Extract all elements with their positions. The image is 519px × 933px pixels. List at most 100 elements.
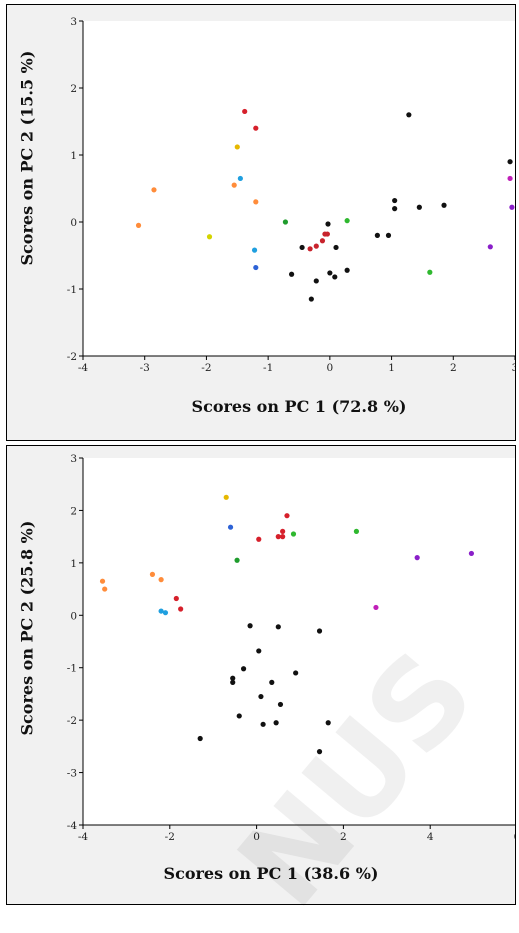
bottom-y-tick-label: 1 — [70, 558, 77, 570]
top-data-point — [253, 125, 259, 131]
top-data-point — [308, 296, 314, 302]
top-data-point — [325, 221, 331, 227]
bottom-data-point — [316, 749, 323, 755]
bottom-data-point — [353, 528, 360, 534]
top-data-point — [251, 247, 258, 253]
top-data-point — [507, 159, 513, 165]
bottom-data-point — [293, 670, 299, 676]
bottom-x-tick-label: 2 — [340, 831, 347, 843]
top-x-tick-label: -2 — [201, 362, 211, 374]
top-data-point — [135, 222, 142, 228]
bottom-y-tick-label: 3 — [70, 453, 77, 465]
bottom-pca-scatter-plot: -4 -2 0 2 4 6 -4 -3 -2 -1 0 1 2 3 — [67, 453, 516, 843]
bottom-data-point — [230, 675, 236, 681]
top-data-point — [441, 202, 447, 208]
bottom-y-tick-label: -4 — [67, 820, 78, 832]
top-y-tick-label: 3 — [70, 16, 77, 28]
bottom-data-point — [223, 494, 229, 500]
bottom-x-tick-label: 0 — [253, 831, 260, 843]
bottom-x-tick-label: -2 — [165, 831, 175, 843]
bottom-data-point — [236, 713, 242, 719]
top-x-axis-label: Scores on PC 1 (72.8 %) — [191, 397, 407, 416]
top-data-point — [151, 187, 157, 193]
top-data-point — [416, 204, 422, 210]
top-data-point — [427, 269, 433, 275]
bottom-data-point — [280, 534, 286, 540]
bottom-data-point — [414, 555, 420, 561]
bottom-data-point — [173, 595, 179, 602]
top-data-point — [509, 204, 515, 210]
bottom-data-point — [290, 531, 297, 537]
bottom-data-point — [197, 735, 203, 742]
top-data-point — [344, 267, 350, 273]
top-data-point — [374, 232, 380, 238]
bottom-pca-panel: -4 -2 0 2 4 6 -4 -3 -2 -1 0 1 2 3 Scores on PC 2 (25.… — [6, 445, 516, 905]
bottom-x-tick-label: 4 — [427, 831, 434, 843]
bottom-data-point — [158, 608, 164, 614]
bottom-data-point — [280, 528, 286, 534]
top-data-point — [288, 271, 295, 277]
bottom-data-point — [269, 679, 275, 685]
bottom-data-point — [227, 524, 234, 530]
bottom-data-point — [273, 720, 279, 726]
top-data-point — [299, 244, 305, 251]
bottom-data-point — [162, 610, 169, 616]
bottom-data-point — [102, 586, 108, 592]
top-y-tick-label: 2 — [70, 83, 77, 95]
bottom-plot-area — [83, 458, 515, 825]
bottom-data-point — [275, 534, 281, 540]
top-data-point — [253, 199, 259, 205]
bottom-data-point — [325, 720, 331, 726]
bottom-data-point — [258, 693, 264, 700]
top-y-tick-label: -2 — [67, 351, 77, 363]
top-x-tick-label: 2 — [450, 362, 457, 374]
top-y-axis-label: Scores on PC 2 (15.5 %) — [17, 50, 37, 266]
bottom-x-axis-label: Scores on PC 1 (38.6 %) — [163, 864, 379, 883]
top-data-point — [392, 197, 398, 204]
bottom-data-point — [240, 666, 247, 672]
top-data-point — [392, 206, 398, 212]
top-data-point — [507, 175, 513, 182]
top-x-tick-label: -4 — [78, 362, 89, 374]
bottom-x-tick-label: -4 — [78, 831, 89, 843]
bottom-x-tick-label: 6 — [514, 831, 516, 843]
top-data-point — [332, 274, 338, 280]
top-x-tick-label: 1 — [388, 362, 395, 374]
top-data-point — [385, 232, 392, 238]
bottom-data-point — [468, 550, 475, 557]
bottom-data-point — [158, 577, 164, 583]
bottom-y-tick-label: -1 — [67, 663, 77, 675]
top-data-point — [313, 278, 319, 284]
bottom-data-point — [256, 648, 262, 654]
bottom-data-point — [247, 623, 253, 629]
top-x-tick-label: -1 — [263, 362, 273, 374]
top-y-tick-label: 0 — [70, 217, 77, 229]
bottom-data-point — [99, 578, 106, 584]
top-x-tick-label: 0 — [327, 362, 334, 374]
bottom-y-axis-label: Scores on PC 2 (25.8 %) — [17, 520, 37, 736]
top-data-point — [313, 243, 319, 249]
bottom-data-point — [284, 513, 290, 519]
top-y-tick-label: -1 — [67, 284, 77, 296]
top-data-point — [282, 219, 289, 225]
top-data-point — [487, 244, 493, 250]
bottom-y-tick-label: -2 — [67, 715, 77, 727]
top-y-tick-label: 1 — [70, 150, 77, 162]
bottom-data-point — [149, 571, 156, 577]
top-data-point — [324, 231, 330, 237]
top-x-tick-label: -3 — [140, 362, 150, 374]
bottom-data-point — [277, 701, 284, 708]
bottom-y-tick-label: -3 — [67, 768, 77, 780]
top-data-point — [307, 246, 313, 252]
top-data-point — [344, 218, 350, 224]
bottom-data-point — [316, 628, 323, 634]
top-pca-scatter-plot: -4 -3 -2 -1 0 1 2 3 -2 -1 0 1 2 3 — [67, 16, 515, 374]
top-data-point — [406, 112, 412, 118]
top-data-point — [253, 264, 259, 271]
bottom-data-point — [373, 604, 379, 611]
top-data-point — [234, 144, 240, 150]
top-pca-panel: -4 -3 -2 -1 0 1 2 3 -2 -1 0 1 2 3 Scores on PC 2 (15.… — [6, 4, 516, 441]
top-data-point — [327, 270, 333, 276]
bottom-y-tick-label: 2 — [70, 505, 77, 517]
bottom-data-point — [256, 536, 262, 542]
